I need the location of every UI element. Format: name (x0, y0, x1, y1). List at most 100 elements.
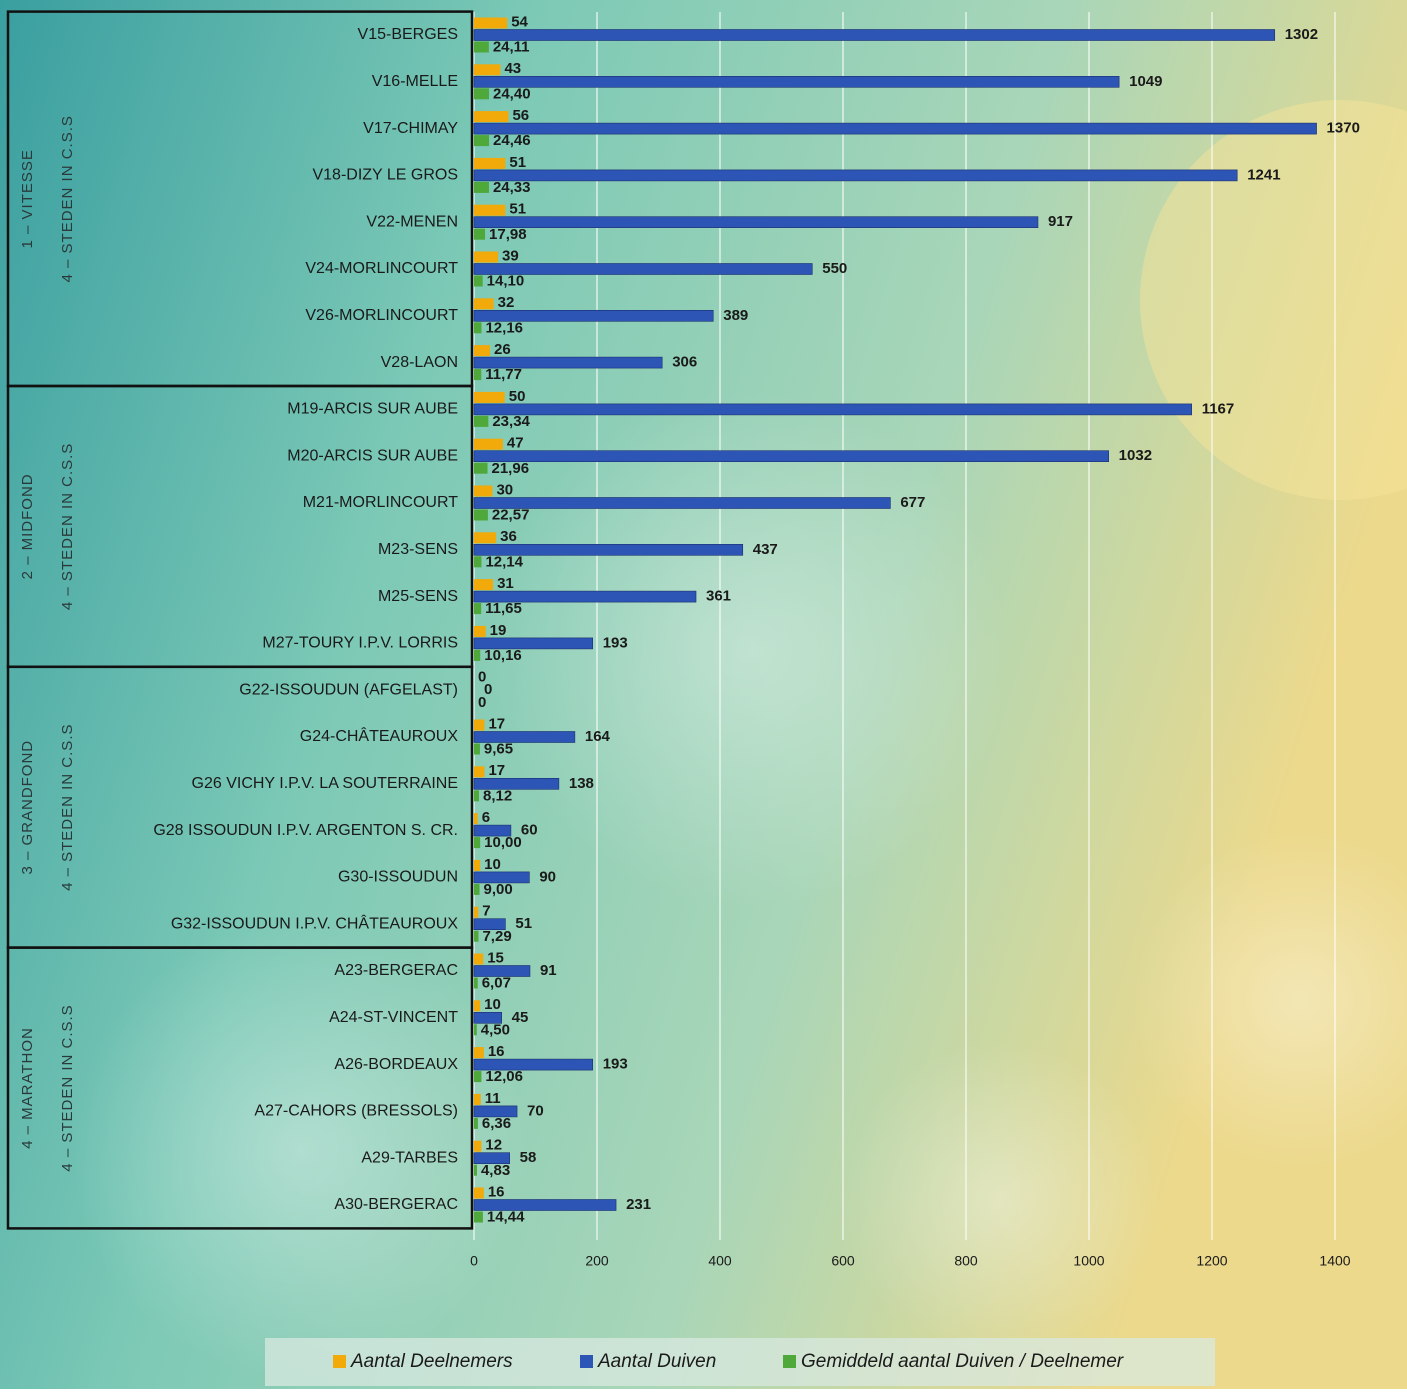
group-label: 4 – STEDEN IN C.S.S (59, 724, 76, 891)
bar (474, 766, 485, 778)
x-tick-label: 0 (470, 1253, 478, 1269)
bar (474, 930, 479, 942)
data-label: 6,07 (482, 975, 511, 992)
category-label: G32-ISSOUDUN I.P.V. CHÂTEAUROUX (171, 913, 459, 932)
bar (473, 76, 1120, 88)
category-label: A23-BERGERAC (334, 962, 458, 979)
bar (474, 275, 483, 287)
bar (473, 122, 1317, 135)
data-label: 19 (490, 622, 507, 639)
data-label: 0 (484, 681, 492, 698)
data-label: 1167 (1202, 400, 1235, 417)
data-label: 12 (485, 1137, 502, 1154)
bar (473, 1058, 593, 1071)
data-label: 22,57 (492, 507, 530, 524)
plot: 0 200 400 600 800 1000 1200 1400V15-BERGES54130… (6, 10, 1360, 1372)
bar (474, 415, 489, 427)
category-label: V17-CHIMAY (363, 120, 458, 137)
data-label: 389 (723, 307, 748, 324)
bokeh (70, 920, 530, 1380)
bar (473, 637, 593, 650)
bar (474, 1071, 482, 1083)
data-label: 17 (488, 762, 505, 779)
bar (474, 509, 488, 521)
bar (474, 462, 488, 474)
data-label: 21,96 (492, 460, 530, 477)
bar (473, 1199, 617, 1211)
data-label: 24,33 (493, 179, 531, 196)
data-label: 917 (1048, 213, 1073, 230)
data-label: 4,50 (481, 1021, 510, 1038)
category-label: V16-MELLE (372, 73, 458, 90)
category-label: G22-ISSOUDUN (AFGELAST) (239, 681, 458, 698)
bar (474, 345, 490, 357)
data-label: 23,34 (492, 413, 530, 430)
category-label: A30-BERGERAC (334, 1196, 458, 1213)
category-label: A29-TARBES (361, 1149, 458, 1166)
bar (474, 135, 490, 147)
data-label: 17 (488, 715, 505, 732)
legend-swatch (783, 1355, 796, 1368)
bar (474, 438, 503, 450)
data-label: 26 (494, 341, 511, 358)
data-label: 70 (527, 1102, 544, 1119)
group-label: 4 – STEDEN IN C.S.S (59, 443, 76, 610)
x-tick-label: 200 (585, 1253, 609, 1269)
bar (473, 29, 1276, 41)
bar (473, 1152, 510, 1164)
data-label: 7 (482, 903, 490, 920)
data-label: 231 (626, 1196, 651, 1213)
data-label: 16 (488, 1043, 505, 1060)
bokeh (840, 1040, 1160, 1360)
bar (473, 1011, 502, 1024)
bar (474, 17, 508, 29)
category-label: M27-TOURY I.P.V. LORRIS (262, 635, 458, 652)
bar (474, 719, 485, 731)
data-label: 11,65 (485, 600, 522, 617)
bar (474, 157, 506, 169)
data-label: 45 (512, 1009, 529, 1026)
data-label: 50 (509, 388, 526, 405)
bar (473, 403, 1193, 416)
legend-label: Gemiddeld aantal Duiven / Deelnemer (801, 1351, 1124, 1372)
x-tick-label: 800 (954, 1253, 978, 1269)
bar (474, 790, 479, 802)
data-label: 11 (485, 1090, 501, 1107)
data-label: 0 (478, 669, 486, 686)
bar (474, 532, 497, 544)
data-label: 51 (509, 201, 526, 218)
data-label: 24,11 (493, 39, 530, 56)
category-label: M23-SENS (378, 541, 458, 558)
x-tick-label: 400 (708, 1253, 732, 1269)
data-label: 1032 (1119, 447, 1152, 464)
data-label: 8,12 (483, 787, 512, 804)
bar (473, 918, 506, 931)
data-label: 10,16 (484, 647, 522, 664)
bar (474, 41, 489, 53)
bar (474, 1211, 483, 1223)
data-label: 51 (515, 915, 532, 932)
data-label: 60 (521, 822, 538, 839)
category-label: G24-CHÂTEAUROUX (300, 726, 459, 745)
data-label: 56 (512, 107, 529, 124)
bar (473, 731, 576, 743)
data-label: 437 (753, 541, 778, 558)
bar (474, 1093, 481, 1105)
bar (473, 824, 512, 837)
data-label: 138 (569, 775, 594, 792)
data-label: 6,36 (482, 1115, 511, 1132)
bar (473, 590, 697, 603)
category-label: V22-MENEN (366, 213, 458, 230)
bar (473, 309, 714, 322)
bar (473, 450, 1109, 463)
bar (474, 181, 489, 193)
bar (474, 837, 481, 849)
bar (474, 1047, 484, 1059)
bar (474, 322, 482, 334)
legend-swatch (333, 1355, 346, 1368)
data-label: 24,40 (493, 85, 531, 102)
category-label: G26 VICHY I.P.V. LA SOUTERRAINE (192, 775, 458, 792)
bar (474, 298, 494, 310)
bar (474, 391, 505, 403)
